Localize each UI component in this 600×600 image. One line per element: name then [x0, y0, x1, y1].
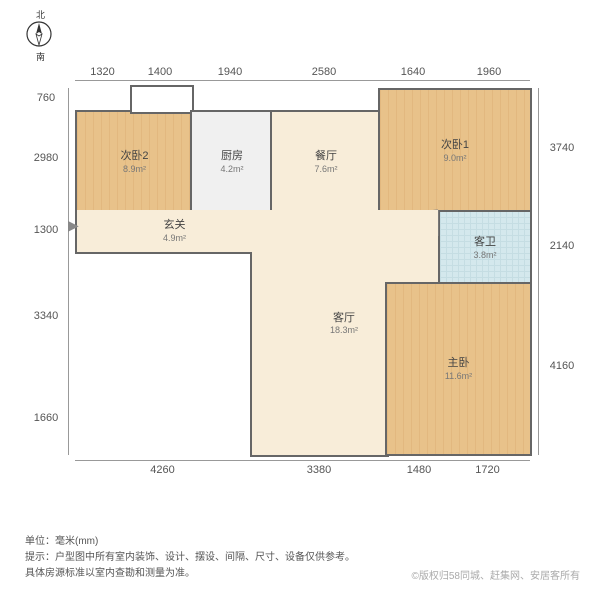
dim-top-3: 2580 [270, 66, 378, 78]
wall-living-left [250, 252, 252, 387]
dim-top-4: 1640 [378, 66, 448, 78]
room-bath-area: 3.8m² [473, 250, 496, 260]
room-bed2-area: 8.9m² [123, 164, 146, 174]
room-master: 主卧 11.6m² [385, 282, 532, 456]
room-dining: 餐厅 7.6m² [270, 110, 382, 212]
room-bath: 客卫 3.8m² [438, 210, 532, 286]
room-bed2-name: 次卧2 [120, 150, 148, 163]
room-bed1-area: 9.0m² [443, 153, 466, 163]
room-living-name: 客厅 [333, 312, 355, 325]
room-kitchen: 厨房 4.2m² [190, 110, 274, 214]
dim-top-2: 1940 [190, 66, 270, 78]
dim-left-2: 1300 [28, 224, 64, 236]
compass-south: 南 [36, 50, 45, 63]
room-entry-name: 玄关 [164, 219, 186, 232]
living-stub [250, 387, 389, 457]
dim-top-0: 1320 [75, 66, 130, 78]
footer: 单位：毫米(mm) 提示：户型图中所有室内装饰、设计、摆设、间隔、尺寸、设备仅供… [25, 534, 355, 582]
room-bath-name: 客卫 [474, 236, 496, 249]
plan-area: 次卧2 8.9m² 厨房 4.2m² 餐厅 7.6m² 次卧1 9.0m² 玄关… [75, 85, 535, 485]
dim-right-2: 4160 [544, 360, 580, 372]
dim-left-1: 2980 [28, 152, 64, 164]
room-bed2: 次卧2 8.9m² [75, 110, 194, 214]
room-bed1: 次卧1 9.0m² [378, 88, 532, 214]
balcony-left [130, 85, 194, 114]
dim-left-4: 1660 [28, 412, 64, 424]
room-kitchen-name: 厨房 [221, 150, 243, 163]
room-master-name: 主卧 [448, 357, 470, 370]
room-kitchen-area: 4.2m² [220, 164, 243, 174]
compass-north: 北 [36, 8, 45, 21]
dim-top-5: 1960 [448, 66, 530, 78]
compass-icon [25, 20, 53, 48]
footer-unit: 单位：毫米(mm) [25, 534, 355, 550]
room-living-area: 18.3m² [330, 325, 358, 335]
footer-note: 具体房源标准以室内查勘和测量为准。 [25, 566, 355, 582]
dim-right-0: 3740 [544, 142, 580, 154]
dim-left-3: 3340 [28, 310, 64, 322]
copyright: ©版权归58同城、赶集网、安居客所有 [412, 567, 581, 582]
floor-plan-container: 北 南 1320 1400 1940 2580 1640 1960 760 29… [0, 0, 600, 600]
room-master-area: 11.6m² [445, 371, 472, 381]
room-entry: 玄关 4.9m² [75, 210, 272, 254]
dim-top-1: 1400 [130, 66, 190, 78]
dim-left-0: 760 [28, 92, 64, 104]
room-dining-name: 餐厅 [315, 150, 337, 163]
room-entry-area: 4.9m² [163, 233, 186, 243]
col-tr [445, 85, 530, 88]
room-dining-area: 7.6m² [314, 164, 337, 174]
entry-arrow-icon: ▶ [68, 217, 79, 234]
dim-right-1: 2140 [544, 240, 580, 252]
room-bed1-name: 次卧1 [441, 139, 469, 152]
footer-tip: 提示：户型图中所有室内装饰、设计、摆设、间隔、尺寸、设备仅供参考。 [25, 550, 355, 566]
